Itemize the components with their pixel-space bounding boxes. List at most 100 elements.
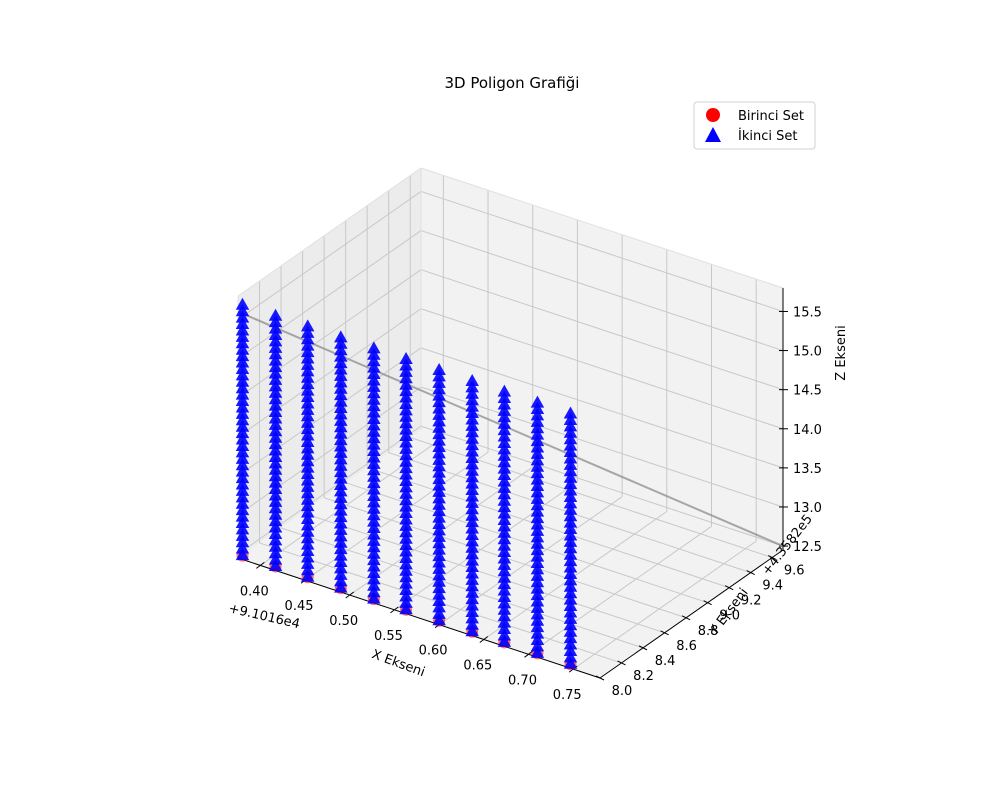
y-tick-label: 8.4 <box>655 654 676 669</box>
ikinci-set-point <box>497 622 512 635</box>
ikinci-set-point <box>268 488 283 501</box>
ikinci-set-point <box>268 482 283 495</box>
ikinci-set-point <box>465 412 479 425</box>
z-tick-label: 15.5 <box>793 305 822 320</box>
ikinci-set-point <box>300 390 315 403</box>
ikinci-set-point <box>334 452 348 465</box>
ikinci-set-point <box>497 551 512 564</box>
ikinci-set-point <box>563 618 578 631</box>
ikinci-set-point <box>465 463 479 476</box>
ikinci-set-point <box>334 420 348 433</box>
ikinci-set-point <box>530 549 545 562</box>
ikinci-set-point <box>268 398 283 411</box>
ikinci-set-point <box>530 498 545 511</box>
axis-ticks: 0.400.450.500.550.600.650.700.75 8.08.28.… <box>240 305 822 703</box>
ikinci-set-point <box>530 453 545 466</box>
ikinci-set-point <box>268 462 283 475</box>
grid-line-x-floor <box>528 525 712 655</box>
ikinci-set-point <box>235 528 250 541</box>
ikinci-set-point <box>563 522 578 535</box>
ikinci-set-point <box>235 496 250 509</box>
ikinci-set-point <box>334 439 348 452</box>
ikinci-set-point <box>268 520 283 533</box>
ikinci-set-point <box>399 390 413 403</box>
ikinci-set-point <box>235 535 250 548</box>
ikinci-set-point <box>563 515 578 528</box>
ikinci-set-point <box>497 500 512 513</box>
ikinci-set-point <box>399 506 413 519</box>
ikinci-set-point <box>367 514 381 527</box>
ikinci-set-point <box>300 460 315 473</box>
x-tick-label: 0.55 <box>374 629 403 644</box>
ikinci-set-point <box>432 529 446 542</box>
ikinci-set-point <box>465 566 479 579</box>
ikinci-set-point <box>300 537 315 550</box>
ikinci-set-point <box>334 567 348 580</box>
ikinci-set-point <box>300 447 315 460</box>
ikinci-set-point <box>497 468 512 481</box>
ikinci-set-point <box>334 471 348 484</box>
y-axis-line <box>599 549 784 679</box>
ikinci-set-point <box>268 308 283 321</box>
ikinci-set-point <box>235 400 250 413</box>
ikinci-set-point <box>334 529 348 542</box>
ikinci-set-point <box>268 347 283 360</box>
ikinci-set-point <box>399 384 413 397</box>
ikinci-set-point <box>563 592 578 605</box>
ikinci-set-point <box>268 437 283 450</box>
grid-line-z-back <box>420 269 784 391</box>
ikinci-set-point <box>300 345 315 358</box>
ikinci-set-point <box>268 456 283 469</box>
ikinci-set-point <box>268 353 283 366</box>
ikinci-set-point <box>465 431 479 444</box>
ikinci-set-point <box>334 510 348 523</box>
ikinci-set-point <box>432 491 446 504</box>
ikinci-set-point <box>268 340 283 353</box>
ikinci-set-point <box>530 479 545 492</box>
ikinci-set-point <box>334 561 348 574</box>
ikinci-set-point <box>530 620 545 633</box>
ikinci-set-point <box>300 332 315 345</box>
ikinci-set-point <box>563 631 578 644</box>
ikinci-set-point <box>563 445 578 458</box>
ikinci-set-point <box>563 643 578 656</box>
ikinci-set-point <box>235 419 250 432</box>
ikinci-set-point <box>530 401 545 414</box>
chart-title: 3D Poligon Grafiği <box>445 74 580 92</box>
ikinci-set-point <box>497 423 512 436</box>
z-tick-label: 13.5 <box>793 462 822 477</box>
ikinci-set-point <box>563 419 578 432</box>
ikinci-set-point <box>465 508 479 521</box>
ikinci-set-point <box>432 587 446 600</box>
ikinci-set-point <box>367 360 381 373</box>
ikinci-set-point <box>300 550 315 563</box>
ikinci-set-point <box>300 524 315 537</box>
ikinci-set-point <box>497 493 512 506</box>
ikinci-set-point <box>399 422 413 435</box>
ikinci-set-point <box>268 392 283 405</box>
ikinci-set-point <box>367 431 381 444</box>
ikinci-set-point <box>465 585 479 598</box>
ikinci-set-point <box>334 516 348 529</box>
ikinci-set-point <box>563 502 578 515</box>
y-tick-label: 9.6 <box>784 564 805 579</box>
ikinci-set-point <box>530 421 545 434</box>
ikinci-set-point <box>563 566 578 579</box>
ikinci-set-point <box>268 501 283 514</box>
ikinci-set-point <box>334 330 348 343</box>
ikinci-set-point <box>465 540 479 553</box>
ikinci-set-point <box>399 499 413 512</box>
ikinci-set-point <box>563 528 578 541</box>
ikinci-set-point <box>563 650 578 663</box>
ikinci-set-point <box>465 399 479 412</box>
ikinci-set-point <box>563 425 578 438</box>
ikinci-set-point <box>235 432 250 445</box>
ikinci-set-point <box>367 347 381 360</box>
ikinci-set-point <box>300 396 315 409</box>
ikinci-set-point <box>367 456 381 469</box>
ikinci-set-point <box>235 368 250 381</box>
ikinci-set-point <box>367 437 381 450</box>
ikinci-set-point <box>530 613 545 626</box>
ikinci-set-point <box>300 531 315 544</box>
x-tick-label: 0.50 <box>329 614 358 629</box>
